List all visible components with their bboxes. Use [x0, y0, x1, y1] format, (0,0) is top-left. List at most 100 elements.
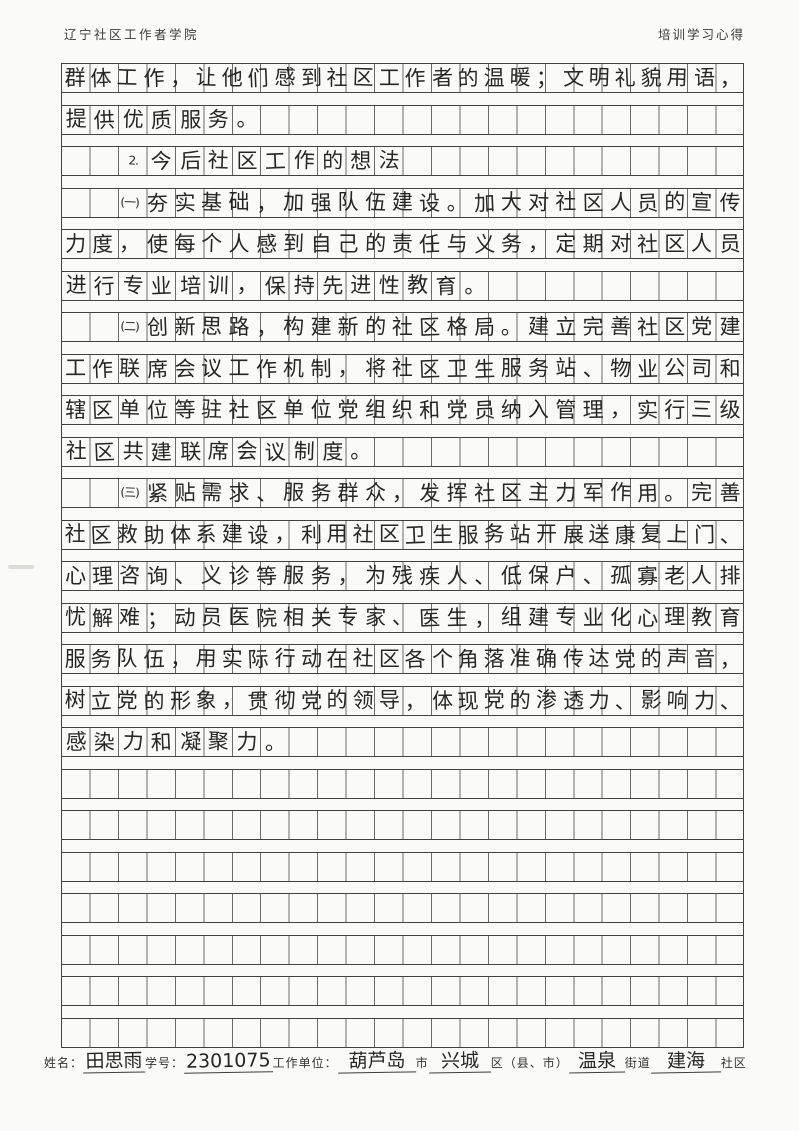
grid-cell: 教	[691, 604, 713, 629]
grid-row: 提供优质服务。	[62, 104, 743, 135]
grid-cell: 区	[500, 480, 522, 505]
grid-cell: 建	[527, 604, 550, 629]
grid-cell: 大	[500, 190, 522, 214]
grid-cell: 党	[300, 687, 322, 713]
grid-cell: 建	[310, 314, 332, 339]
grid-cell: 工	[116, 64, 139, 90]
grid-cell: 创	[146, 314, 169, 340]
grid-cell: 力	[122, 728, 145, 754]
grid-row: 心理咨询、义诊等服务，为残疾人、低保户、孤寡老人排	[62, 561, 743, 591]
grid-row: 社区救助体系建设，利用社区卫生服务站开展送康复上门、	[62, 519, 743, 550]
grid-cell: 保	[264, 273, 287, 298]
grid-cell: 。	[350, 439, 372, 463]
grid-cell: 专	[555, 605, 577, 629]
grid-cell: 党	[446, 397, 469, 422]
grid-cell: 社	[64, 522, 86, 546]
grid-cell: 使	[146, 231, 169, 257]
grid-cell: 理	[582, 397, 605, 422]
grid-cell: 贴	[174, 480, 196, 505]
grid-cell: 建	[391, 190, 413, 214]
grid-cell: ，	[337, 563, 359, 588]
grid-cell: 服	[179, 106, 202, 132]
grid-cell: 础	[228, 190, 250, 214]
grid-cell: 义	[200, 562, 223, 588]
grid-cell: 制	[310, 355, 332, 381]
grid-cell: ，	[273, 521, 296, 546]
grid-cell: 、	[473, 563, 496, 589]
grid-cell: 利	[300, 521, 322, 547]
grid-cell: 设	[418, 190, 441, 215]
grid-cell: 员	[719, 231, 741, 256]
grid-row	[62, 851, 743, 882]
grid-cell: 社	[391, 356, 413, 380]
grid-cell: 建	[150, 439, 173, 464]
grid-cell: 服	[456, 522, 479, 547]
grid-cell: 温	[483, 65, 505, 90]
grid-cell: 人	[691, 562, 713, 588]
grid-cell: 今	[150, 148, 173, 174]
grid-cell: 动	[300, 646, 322, 671]
grid-cell: 的	[640, 646, 662, 671]
grid-cell: 善	[719, 480, 741, 505]
grid-cell: 用	[326, 522, 348, 546]
grid-cell: 明	[587, 64, 610, 90]
grid-cell: 、	[614, 688, 637, 713]
grid-cell: 先	[322, 272, 344, 298]
grid-cell: 孤	[609, 562, 632, 588]
grid-cell: 群	[337, 480, 359, 505]
grid-cell: 传	[562, 646, 584, 671]
grid-cell: ；	[535, 65, 557, 90]
grid-cell: 渗	[535, 688, 557, 712]
grid-cell: 紧	[146, 480, 169, 506]
grid-cell: 服	[64, 646, 86, 671]
grid-cell: 培	[179, 272, 202, 298]
grid-cell: (一)	[120, 194, 140, 210]
grid-cell: 共	[122, 438, 145, 463]
grid-cell: 相	[282, 604, 305, 629]
grid-cell: 育	[435, 273, 458, 298]
grid-cell: 议	[264, 439, 287, 464]
grid-cell: 。	[464, 272, 486, 298]
grid-cell: 上	[666, 521, 689, 546]
grid-row	[62, 768, 743, 799]
grid-cell: (二)	[120, 319, 140, 334]
grid-cell: 度	[322, 438, 344, 464]
grid-cell: 众	[364, 479, 387, 505]
grid-cell: 人	[228, 231, 250, 256]
grid-cell: 、	[718, 522, 741, 547]
grid-cell: 期	[582, 231, 605, 256]
grid-row: 进行专业培训，保持先进性教育。	[62, 270, 743, 301]
grid-cell: 立	[90, 688, 113, 713]
grid-cell: 位	[146, 397, 169, 423]
grid-cell: 、	[718, 688, 741, 713]
grid-cell: 和	[719, 355, 741, 381]
grid-cell: 救	[116, 521, 139, 546]
grid-cell: 响	[666, 687, 689, 712]
grid-cell: 让	[195, 64, 217, 90]
grid-cell: 专	[122, 272, 145, 297]
grid-cell: 单	[119, 396, 142, 422]
grid-cell: 织	[391, 397, 413, 422]
grid-cell: 区	[664, 231, 686, 256]
grid-cell: 军	[582, 480, 605, 505]
grid-cell: 落	[483, 646, 505, 671]
grid-cell: 员	[636, 190, 659, 215]
grid-cell: 作	[91, 356, 114, 381]
grid-cell: 社	[636, 231, 659, 257]
grid-cell: 助	[142, 522, 165, 547]
grid-cell: 纳	[500, 397, 522, 422]
grid-cell: 管	[555, 397, 577, 422]
grid-cell: 户	[555, 563, 577, 588]
grid-cell: 人	[446, 563, 469, 588]
grid-cell: 工	[228, 356, 250, 380]
grid-cell: 传	[719, 189, 741, 215]
grid-cell: 驻	[200, 396, 223, 422]
grid-cell: ，	[169, 646, 192, 671]
grid-cell: 区	[91, 397, 114, 423]
grid-cell: 贯	[247, 688, 270, 713]
grid-cell: 区	[418, 356, 441, 381]
footer-form: 姓名： 田思雨 学号： 2301075 工作单位： 葫芦岛 市 兴城 区（县、市…	[44, 1049, 760, 1074]
community-value: 建海	[650, 1050, 721, 1074]
grid-cell: 队	[337, 190, 359, 214]
grid-cell: 的	[509, 687, 532, 712]
